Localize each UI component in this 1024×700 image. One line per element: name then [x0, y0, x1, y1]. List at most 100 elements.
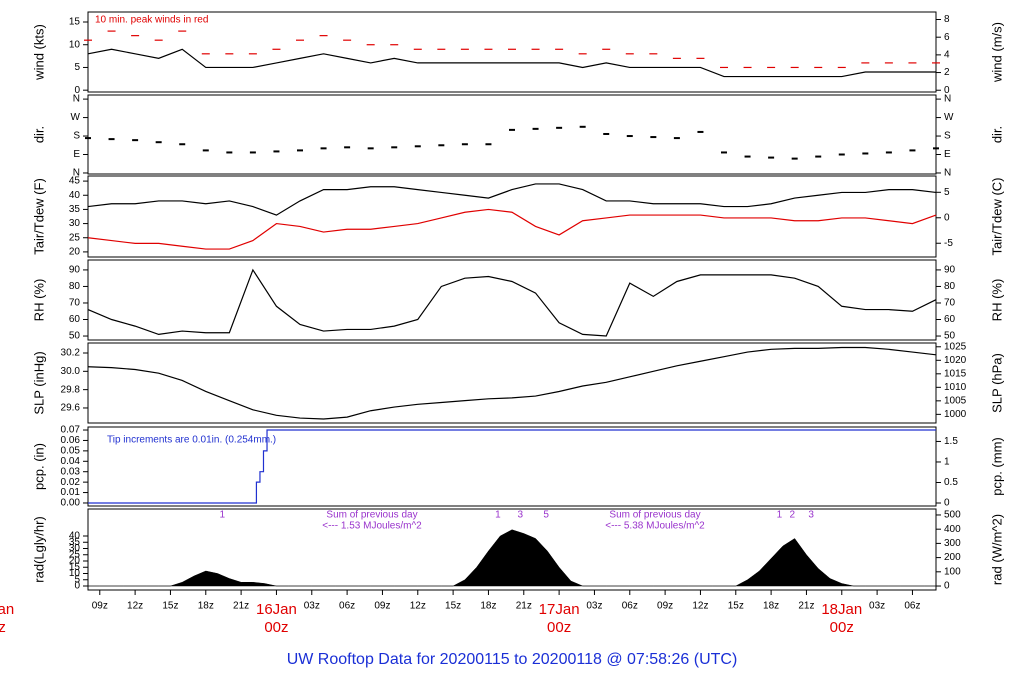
y2-tick-label: 1000 — [944, 409, 967, 420]
direction-point — [438, 144, 445, 147]
y2-tick-label: 2 — [944, 67, 950, 78]
y-tick-label: 25 — [69, 232, 81, 243]
x-tick-label: 18z — [763, 601, 779, 612]
y2-tick-label: 1025 — [944, 341, 967, 352]
y-tick-label: E — [73, 149, 80, 160]
y-tick-label: S — [73, 131, 80, 142]
series-line — [87, 346, 937, 420]
direction-point — [744, 155, 751, 158]
day-label: 18Jan — [821, 601, 862, 618]
annotation: Tip increments are 0.01in. (0.254mm.) — [107, 435, 276, 446]
direction-point — [202, 149, 209, 152]
y-tick-label: 30 — [69, 543, 81, 554]
series-line — [87, 48, 936, 78]
direction-point — [862, 152, 869, 155]
panel-frame — [87, 342, 937, 424]
y2-tick-label: 1020 — [944, 355, 967, 366]
direction-point — [297, 149, 303, 152]
direction-point — [603, 132, 610, 135]
y-tick-label: 0.06 — [61, 435, 81, 446]
y2-tick-label: 200 — [944, 552, 961, 563]
y2-tick-label: 50 — [944, 331, 956, 342]
hour-mark: 1 — [777, 510, 783, 521]
y-tick-label: 0.07 — [61, 425, 81, 436]
annotation: Sum of previous day — [609, 510, 700, 521]
y2-axis-label: dir. — [989, 126, 1004, 143]
series-line — [87, 208, 937, 250]
y2-tick-label: S — [944, 131, 951, 142]
y-tick-label: 0 — [74, 85, 80, 96]
x-tick-label: 09z — [657, 601, 673, 612]
y2-tick-label: 80 — [944, 281, 956, 292]
y-tick-label: 50 — [69, 331, 81, 342]
x-tick-label: 15z — [162, 601, 178, 612]
y-tick-label: 25 — [69, 549, 81, 560]
y-tick-label: 40 — [69, 190, 81, 201]
y2-tick-label: 1 — [944, 457, 950, 468]
y2-tick-label: 5 — [944, 187, 950, 198]
y2-tick-label: 6 — [944, 32, 950, 43]
x-tick-label: 21z — [233, 601, 249, 612]
direction-point — [933, 147, 939, 150]
direction-point — [461, 143, 468, 146]
day-hour-label: 00z — [0, 619, 6, 636]
x-tick-label: 21z — [798, 601, 814, 612]
x-tick-label: 21z — [516, 601, 532, 612]
direction-point — [768, 156, 775, 159]
hour-mark: 1 — [219, 510, 225, 521]
direction-point — [85, 137, 91, 140]
y2-tick-label: N — [944, 168, 951, 179]
x-tick-label: 06z — [622, 601, 638, 612]
y2-tick-label: 0.5 — [944, 477, 958, 488]
direction-point — [179, 143, 186, 146]
y-tick-label: N — [73, 168, 80, 179]
direction-point — [108, 138, 115, 141]
direction-point — [344, 146, 351, 149]
y2-tick-label: 0 — [944, 212, 950, 223]
y-axis-label: RH (%) — [31, 279, 46, 322]
annotation: 10 min. peak winds in red — [95, 15, 208, 26]
direction-point — [155, 141, 162, 144]
direction-point — [579, 125, 586, 128]
direction-point — [838, 153, 845, 156]
y-tick-label: 5 — [74, 62, 80, 73]
x-tick-label: 18z — [480, 601, 496, 612]
hour-mark: 3 — [808, 510, 814, 521]
day-label: 15Jan — [0, 601, 14, 618]
y-tick-label: 0.04 — [61, 456, 81, 467]
direction-point — [509, 128, 515, 131]
y2-tick-label: 4 — [944, 50, 950, 61]
direction-point — [532, 127, 539, 130]
panel-frame — [87, 175, 937, 258]
x-tick-label: 06z — [339, 601, 355, 612]
y-tick-label: 60 — [69, 314, 81, 325]
day-label: 16Jan — [256, 601, 297, 618]
day-label: 17Jan — [539, 601, 580, 618]
direction-point — [249, 151, 256, 154]
y2-tick-label: 0 — [944, 85, 950, 96]
direction-point — [815, 155, 822, 158]
direction-point — [721, 151, 727, 154]
y2-tick-label: 1005 — [944, 395, 967, 406]
y2-tick-label: 0 — [944, 498, 950, 509]
day-hour-label: 00z — [264, 619, 288, 636]
direction-point — [650, 136, 657, 139]
direction-point — [132, 139, 139, 142]
y2-tick-label: 300 — [944, 538, 961, 549]
direction-point — [391, 146, 398, 149]
y-tick-label: 40 — [69, 531, 81, 542]
y-tick-label: 90 — [69, 265, 81, 276]
direction-point — [273, 150, 280, 153]
y-axis-label: wind (kts) — [31, 24, 46, 81]
x-tick-label: 09z — [374, 601, 390, 612]
y-tick-label: W — [71, 112, 81, 123]
y-tick-label: 10 — [69, 39, 81, 50]
y-tick-label: 0 — [74, 581, 80, 592]
direction-point — [791, 157, 798, 160]
y-tick-label: 30.0 — [61, 366, 81, 377]
day-hour-label: 00z — [547, 619, 571, 636]
direction-point — [367, 147, 374, 150]
y-tick-label: 20 — [69, 556, 81, 567]
panel-frame — [87, 508, 937, 591]
